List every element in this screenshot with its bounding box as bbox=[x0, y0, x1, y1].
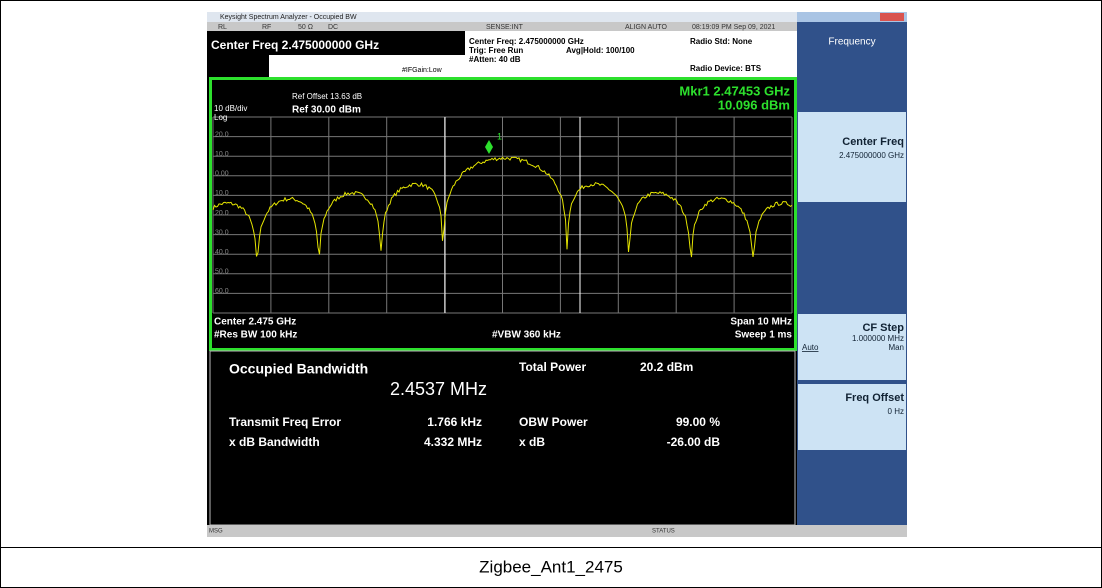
y-label: 10.0 bbox=[215, 151, 229, 158]
msg: MSG bbox=[209, 529, 223, 535]
y-label: 30.0 bbox=[215, 229, 229, 236]
softkey-label: Center Freq bbox=[842, 136, 904, 148]
status-row bbox=[207, 22, 797, 31]
caption: Zigbee_Ant1_2475 bbox=[479, 557, 623, 576]
ifgain: #IFGain:Low bbox=[402, 67, 443, 74]
obw-power-label: OBW Power bbox=[519, 415, 588, 429]
title-bar bbox=[207, 12, 797, 22]
softkey-man: Man bbox=[888, 343, 904, 352]
softkey-value: 1.000000 MHz bbox=[852, 334, 904, 343]
log: Log bbox=[214, 113, 227, 122]
xdb-label: x dB bbox=[519, 435, 545, 449]
xdb: -26.00 dB bbox=[667, 435, 721, 449]
y-label: 40.0 bbox=[215, 249, 229, 256]
obw-label: Occupied Bandwidth bbox=[229, 361, 368, 377]
y-label: 20.0 bbox=[215, 210, 229, 217]
softkey-auto: Auto bbox=[802, 343, 819, 352]
graticule bbox=[212, 116, 793, 314]
radio-std: Radio Std: None bbox=[690, 37, 753, 46]
marker-freq: Mkr1 2.47453 GHz bbox=[679, 83, 790, 98]
sweep: Sweep 1 ms bbox=[735, 330, 793, 341]
obw-value: 2.4537 MHz bbox=[390, 379, 487, 399]
y-label: 60.0 bbox=[215, 288, 229, 295]
trace bbox=[212, 156, 793, 258]
center-box bbox=[207, 31, 465, 55]
ref-offset: Ref Offset 13.63 dB bbox=[292, 92, 362, 101]
vbw: #VBW 360 kHz bbox=[492, 330, 561, 341]
status: STATUS bbox=[652, 529, 675, 535]
softkey-label: Freq Offset bbox=[845, 392, 904, 404]
ref-level: Ref 30.00 dBm bbox=[292, 105, 361, 116]
softkey-cf-step[interactable] bbox=[798, 314, 906, 380]
sense: SENSE:INT bbox=[486, 24, 524, 31]
rf: RF bbox=[262, 24, 271, 31]
rbw: #Res BW 100 kHz bbox=[214, 330, 297, 341]
atten: #Atten: 40 dB bbox=[469, 55, 521, 64]
title: Keysight Spectrum Analyzer - Occupied BW bbox=[220, 14, 357, 21]
y-label: 0.00 bbox=[215, 171, 229, 178]
menu-title: Frequency bbox=[828, 37, 875, 48]
results-panel bbox=[209, 350, 796, 526]
coupling: DC bbox=[328, 24, 338, 31]
obw-power: 99.00 % bbox=[676, 415, 720, 429]
impedance: 50 Ω bbox=[298, 24, 313, 31]
rl: RL bbox=[218, 24, 227, 31]
total-power: 20.2 dBm bbox=[640, 360, 693, 374]
y-label: 10.0 bbox=[215, 190, 229, 197]
screenshot: Keysight Spectrum Analyzer - Occupied BW… bbox=[207, 12, 907, 537]
center: Center 2.475 GHz bbox=[214, 317, 296, 328]
tfe: 1.766 kHz bbox=[427, 415, 482, 429]
y-label: 20.0 bbox=[215, 131, 229, 138]
xdb-bw: 4.332 MHz bbox=[424, 435, 482, 449]
time: 08:19:09 PM Sep 09, 2021 bbox=[692, 24, 775, 31]
window-controls bbox=[797, 12, 907, 22]
caption-cell bbox=[0, 547, 1102, 588]
total-power-label: Total Power bbox=[519, 360, 586, 374]
align: ALIGN AUTO bbox=[625, 24, 667, 31]
tfe-label: Transmit Freq Error bbox=[229, 415, 341, 429]
radio-device: Radio Device: BTS bbox=[690, 64, 762, 73]
marker-diamond bbox=[485, 140, 493, 154]
span: Span 10 MHz bbox=[730, 317, 792, 328]
marker-value: 10.096 dBm bbox=[718, 97, 790, 112]
close-button[interactable] bbox=[880, 13, 904, 21]
softkey-value: 0 Hz bbox=[888, 407, 904, 416]
scale: 10 dB/div bbox=[214, 104, 247, 113]
center-box-lower bbox=[207, 55, 269, 77]
center-freq: Center Freq 2.475000000 GHz bbox=[211, 38, 379, 52]
softkey-label: CF Step bbox=[862, 322, 904, 334]
y-label: 50.0 bbox=[215, 269, 229, 276]
trig: Trig: Free Run bbox=[469, 46, 523, 55]
softkey-value: 2.475000000 GHz bbox=[839, 151, 904, 160]
avg-hold: Avg|Hold: 100/100 bbox=[566, 46, 635, 55]
footer bbox=[207, 525, 907, 537]
marker-number: 1 bbox=[497, 131, 502, 141]
center-info: Center Freq: 2.475000000 GHz bbox=[469, 37, 584, 46]
softkey-center-freq[interactable] bbox=[798, 112, 906, 202]
xdb-bw-label: x dB Bandwidth bbox=[229, 435, 320, 449]
softkey-freq-offset[interactable] bbox=[798, 384, 906, 450]
